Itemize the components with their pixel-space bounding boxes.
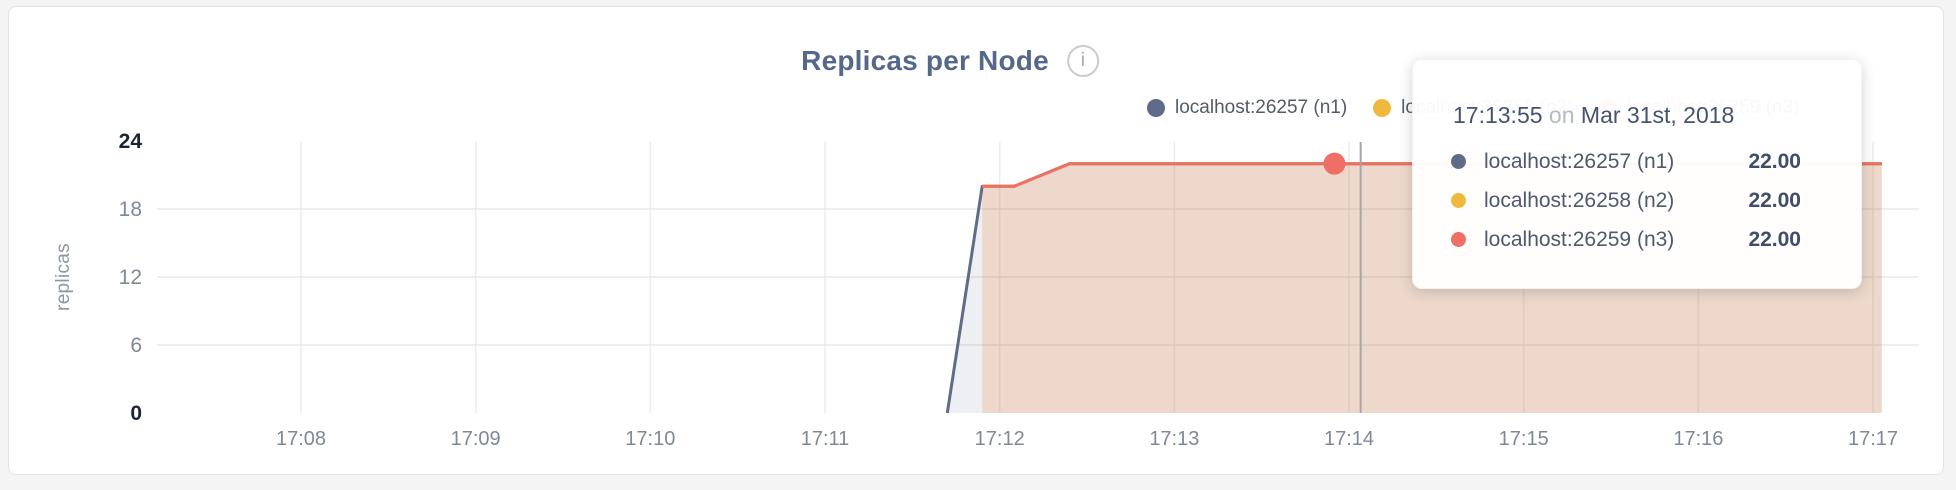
x-tick-label-17:15: 17:15 bbox=[1499, 428, 1549, 450]
tooltip-date: Mar 31st, 2018 bbox=[1580, 102, 1735, 128]
x-tick-label-17:09: 17:09 bbox=[451, 428, 501, 450]
info-icon[interactable]: i bbox=[1066, 45, 1099, 77]
x-tick-label-17:10: 17:10 bbox=[625, 428, 675, 450]
tooltip-series-value: 22.00 bbox=[1748, 227, 1801, 251]
y-tick-label-6: 6 bbox=[130, 334, 142, 357]
tooltip-series-label: localhost:26258 (n2) bbox=[1484, 188, 1675, 212]
y-tick-label-12: 12 bbox=[119, 266, 142, 289]
x-tick-label-17:17: 17:17 bbox=[1848, 428, 1898, 450]
x-tick-label-17:16: 17:16 bbox=[1673, 428, 1723, 450]
legend-item-n1[interactable]: localhost:26257 (n1) bbox=[1147, 97, 1347, 119]
tooltip-series-dot bbox=[1451, 154, 1466, 169]
x-tick-label-17:11: 17:11 bbox=[801, 428, 850, 450]
tooltip-series-label: localhost:26257 (n1) bbox=[1484, 149, 1675, 173]
hover-point-dot bbox=[1323, 152, 1346, 175]
hover-tooltip: 17:13:55 on Mar 31st, 2018 localhost:262… bbox=[1412, 59, 1862, 289]
chart-panel-card: Replicas per Node i replicas localhost:2… bbox=[8, 6, 1944, 475]
x-tick-label-17:08: 17:08 bbox=[276, 428, 326, 450]
tooltip-series-value: 22.00 bbox=[1748, 149, 1801, 173]
x-tick-label-17:14: 17:14 bbox=[1324, 428, 1374, 450]
y-tick-label-18: 18 bbox=[119, 198, 142, 221]
legend-dot bbox=[1373, 99, 1392, 117]
tooltip-timestamp: 17:13:55 on Mar 31st, 2018 bbox=[1453, 102, 1734, 129]
x-tick-label-17:12: 17:12 bbox=[975, 428, 1025, 450]
tooltip-on-word: on bbox=[1548, 102, 1575, 128]
tooltip-row-n2: localhost:26258 (n2) 22.00 bbox=[1413, 181, 1861, 220]
legend-label: localhost:26257 (n1) bbox=[1175, 97, 1348, 118]
tooltip-row-n3: localhost:26259 (n3) 22.00 bbox=[1413, 220, 1861, 259]
tooltip-row-n1: localhost:26257 (n1) 22.00 bbox=[1413, 142, 1861, 181]
tooltip-series-dot bbox=[1451, 232, 1466, 247]
x-tick-label-17:13: 17:13 bbox=[1149, 428, 1199, 450]
tooltip-rows: localhost:26257 (n1) 22.00 localhost:26258… bbox=[1413, 142, 1861, 259]
y-tick-label-24: 24 bbox=[119, 130, 143, 153]
tooltip-series-value: 22.00 bbox=[1748, 188, 1801, 212]
tooltip-time: 17:13:55 bbox=[1453, 102, 1543, 128]
chart-title-row: Replicas per Node i bbox=[801, 45, 1099, 77]
y-tick-label-0: 0 bbox=[130, 402, 142, 425]
tooltip-series-label: localhost:26259 (n3) bbox=[1484, 227, 1675, 251]
tooltip-series-dot bbox=[1451, 193, 1466, 208]
legend-dot bbox=[1147, 99, 1165, 117]
chart-title: Replicas per Node bbox=[801, 45, 1049, 76]
